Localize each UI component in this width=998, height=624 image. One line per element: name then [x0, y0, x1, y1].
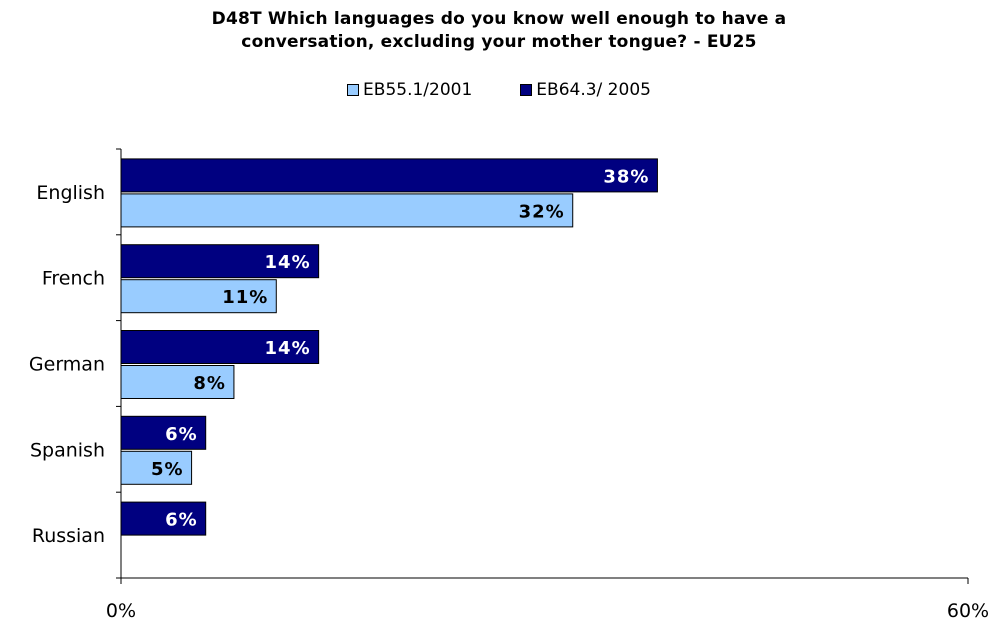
bar	[120, 279, 277, 314]
bar-value-label: 11%	[222, 287, 268, 308]
bar	[120, 193, 574, 228]
bar-value-label: 8%	[193, 373, 226, 394]
legend-label-2005: EB64.3/ 2005	[536, 80, 651, 100]
bar-value-label: 14%	[265, 252, 311, 273]
category-label: English	[36, 182, 105, 204]
chart-title: D48T Which languages do you know well en…	[0, 8, 998, 54]
category-label: Russian	[32, 525, 105, 547]
bar	[120, 501, 207, 536]
bar-value-label: 32%	[519, 201, 565, 222]
chart-title-line-2: conversation, excluding your mother tong…	[241, 32, 757, 52]
x-tick-label: 0%	[106, 600, 136, 622]
bar-value-label: 14%	[265, 338, 311, 359]
bar	[120, 365, 235, 399]
bar-value-label: 38%	[603, 166, 649, 187]
bar	[120, 244, 320, 279]
bar-value-label: 6%	[165, 510, 198, 531]
legend-item-2001: EB55.1/2001	[347, 80, 472, 100]
category-label: French	[42, 268, 105, 290]
legend-label-2001: EB55.1/2001	[363, 80, 473, 100]
category-label: German	[29, 354, 105, 376]
x-tick-label: 60%	[947, 600, 989, 622]
legend-swatch-2001	[347, 84, 360, 96]
legend-swatch-2005	[520, 84, 533, 96]
chart-title-line-1: D48T Which languages do you know well en…	[211, 9, 787, 29]
category-label: Spanish	[30, 439, 105, 461]
bar-value-label: 5%	[151, 459, 184, 480]
bar	[120, 450, 193, 485]
bar	[120, 415, 207, 450]
chart-legend: EB55.1/2001 EB64.3/ 2005	[0, 80, 998, 100]
bar	[120, 330, 320, 364]
legend-item-2005: EB64.3/ 2005	[520, 80, 651, 100]
bar-value-label: 6%	[165, 424, 198, 445]
bar	[120, 158, 658, 193]
